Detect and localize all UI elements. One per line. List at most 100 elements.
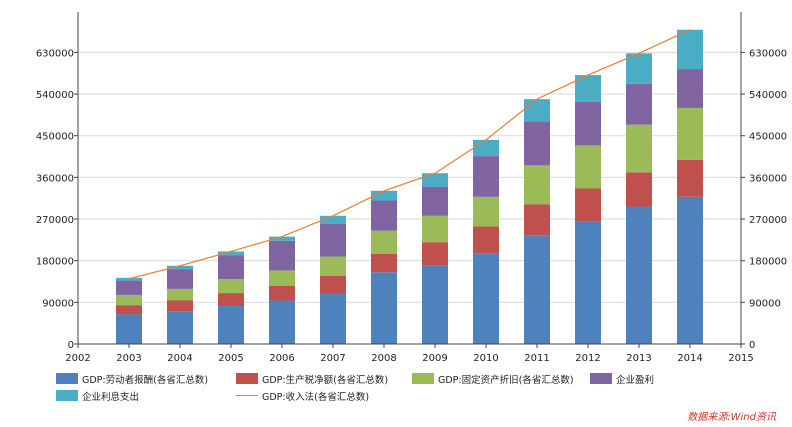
bar-segment xyxy=(371,230,397,254)
bar-segment xyxy=(269,240,295,271)
y-tick-label-left: 360000 xyxy=(36,173,74,184)
bar-segment xyxy=(218,279,244,294)
bar-segment xyxy=(575,145,601,189)
legend-swatch xyxy=(236,373,258,384)
bar-segment xyxy=(371,253,397,273)
legend-item: GDP:收入法(各省汇总数) xyxy=(236,389,369,403)
bar-segment xyxy=(320,215,346,224)
legend-label: GDP:固定资产折旧(各省汇总数) xyxy=(438,374,574,386)
gridlines xyxy=(78,51,741,303)
bar-segment xyxy=(677,159,703,197)
bar-segment xyxy=(218,293,244,307)
x-tick-label: 2004 xyxy=(167,353,192,364)
bar-segment xyxy=(167,288,193,301)
bar-segment xyxy=(626,83,652,125)
bar-segment xyxy=(626,206,652,344)
bar-segment xyxy=(218,306,244,344)
legend-label: 企业利息支出 xyxy=(82,391,140,403)
bar-layer xyxy=(116,29,703,344)
legend-swatch xyxy=(590,373,612,384)
x-tick-label: 2005 xyxy=(218,353,243,364)
bar-segment xyxy=(575,221,601,344)
legend-item: GDP:固定资产折旧(各省汇总数) xyxy=(412,372,590,386)
bar-segment xyxy=(473,196,499,227)
legend-swatch xyxy=(56,373,78,384)
x-tick-label: 2015 xyxy=(728,353,753,364)
y-tick-label-left: 270000 xyxy=(36,215,74,226)
legend-label: GDP:生产税净额(各省汇总数) xyxy=(262,374,389,386)
bar-segment xyxy=(422,173,448,187)
tick-labels: 0 0 90000 90000 180000 180000 270000 270000 3600… xyxy=(36,48,787,364)
bar-segment xyxy=(677,196,703,344)
legend-label: GDP:劳动者报酬(各省汇总数) xyxy=(82,374,209,386)
source-note: 数据来源:Wind资讯 xyxy=(687,412,776,423)
bar-segment xyxy=(167,300,193,312)
bar-segment xyxy=(422,186,448,216)
bar-segment xyxy=(524,165,550,205)
y-tick-label-right: 360000 xyxy=(749,173,787,184)
y-tick-label-left: 90000 xyxy=(42,298,74,309)
legend-swatch xyxy=(412,373,434,384)
x-tick-label: 2013 xyxy=(626,353,651,364)
x-tick-label: 2011 xyxy=(524,353,549,364)
y-tick-label-left: 450000 xyxy=(36,132,74,143)
y-tick-label-right: 540000 xyxy=(749,90,787,101)
bar-segment xyxy=(524,99,550,122)
bar-segment xyxy=(371,190,397,201)
x-tick-label: 2009 xyxy=(422,353,447,364)
bar-segment xyxy=(218,251,244,256)
bar-segment xyxy=(677,69,703,108)
bar-segment xyxy=(473,226,499,254)
gdp-income-line xyxy=(128,29,691,280)
x-tick-label: 2003 xyxy=(116,353,141,364)
legend-row-1: GDP:劳动者报酬(各省汇总数) GDP:生产税净额(各省汇总数) GDP:固定… xyxy=(56,370,696,387)
bar-segment xyxy=(371,272,397,344)
x-tick-label: 2002 xyxy=(65,353,90,364)
x-tick-label: 2007 xyxy=(320,353,345,364)
y-tick-label-right: 90000 xyxy=(749,298,781,309)
bar-segment xyxy=(218,255,244,280)
legend-row-2: 企业利息支出 GDP:收入法(各省汇总数) xyxy=(56,387,696,404)
x-tick-label: 2006 xyxy=(269,353,294,364)
x-tick-label: 2012 xyxy=(575,353,600,364)
bar-segment xyxy=(524,121,550,166)
x-tick-label: 2014 xyxy=(677,353,702,364)
bar-segment xyxy=(269,270,295,286)
legend-swatch xyxy=(56,390,78,401)
bar-segment xyxy=(575,101,601,146)
bar-segment xyxy=(116,314,142,344)
bar-segment xyxy=(677,29,703,70)
y-tick-label-right: 0 xyxy=(749,340,755,351)
legend-item: 企业利息支出 xyxy=(56,389,236,403)
bar-segment xyxy=(320,293,346,344)
bar-segment xyxy=(167,269,193,289)
bar-segment xyxy=(473,139,499,157)
bar-segment xyxy=(320,223,346,257)
bar-segment xyxy=(575,188,601,222)
x-tick-label: 2010 xyxy=(473,353,498,364)
bar-segment xyxy=(116,280,142,295)
legend-item: GDP:劳动者报酬(各省汇总数) xyxy=(56,372,236,386)
legend-label: GDP:收入法(各省汇总数) xyxy=(262,391,370,403)
bar-segment xyxy=(524,235,550,344)
bar-segment xyxy=(473,156,499,197)
y-tick-label-right: 630000 xyxy=(749,48,787,59)
bar-segment xyxy=(626,53,652,84)
bar-segment xyxy=(626,124,652,173)
legend-item: GDP:生产税净额(各省汇总数) xyxy=(236,372,412,386)
y-tick-label-right: 450000 xyxy=(749,132,787,143)
bar-segment xyxy=(269,285,295,301)
legend: GDP:劳动者报酬(各省汇总数) GDP:生产税净额(各省汇总数) GDP:固定… xyxy=(56,370,696,404)
legend-item: 企业盈利 xyxy=(590,372,654,386)
bar-segment xyxy=(167,311,193,344)
y-tick-label-left: 180000 xyxy=(36,257,74,268)
bar-segment xyxy=(320,256,346,276)
bar-segment xyxy=(371,200,397,231)
bar-segment xyxy=(677,107,703,160)
y-tick-label-left: 540000 xyxy=(36,90,74,101)
bar-segment xyxy=(116,305,142,315)
bar-segment xyxy=(167,265,193,270)
y-tick-label-right: 270000 xyxy=(749,215,787,226)
bar-segment xyxy=(422,215,448,243)
